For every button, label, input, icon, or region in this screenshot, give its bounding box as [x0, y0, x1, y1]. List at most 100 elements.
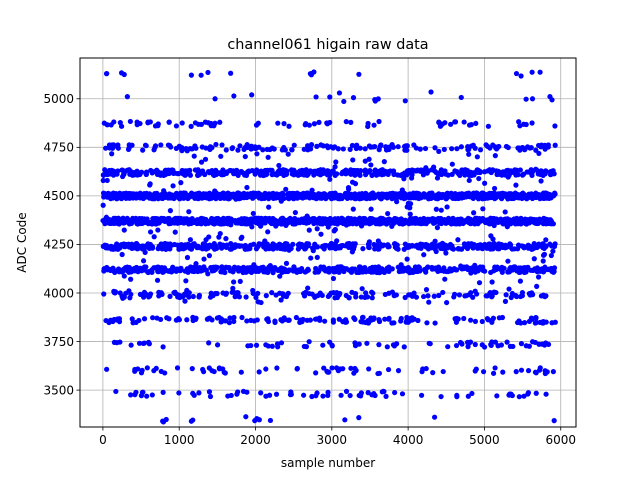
data-point	[364, 294, 371, 300]
data-point	[353, 217, 359, 223]
data-point	[359, 286, 365, 292]
data-point	[458, 94, 464, 101]
data-point	[250, 287, 256, 294]
data-point	[368, 220, 374, 226]
data-point	[128, 276, 134, 282]
data-point	[311, 220, 317, 227]
data-point	[166, 119, 172, 125]
data-point	[386, 264, 392, 270]
data-point	[255, 268, 262, 275]
data-point	[208, 290, 214, 296]
data-point	[314, 244, 321, 250]
data-point	[439, 218, 446, 224]
data-point	[381, 242, 387, 248]
data-point	[344, 241, 351, 247]
data-point	[351, 370, 357, 376]
data-point	[147, 191, 153, 197]
data-point	[176, 390, 182, 396]
data-point	[207, 294, 214, 300]
data-point	[500, 169, 506, 175]
data-point	[136, 340, 143, 346]
data-point	[198, 159, 205, 165]
data-point	[149, 169, 156, 175]
data-point	[547, 94, 553, 100]
data-point	[514, 167, 520, 173]
axis-ticks: 0 1000 2000 3000 4000 5000 6000 3500 3750 4000 425…	[43, 92, 576, 447]
data-point	[362, 158, 368, 164]
data-point	[340, 169, 346, 175]
data-point	[142, 249, 148, 255]
data-point	[242, 153, 248, 160]
data-point	[438, 192, 444, 198]
data-point	[152, 143, 159, 149]
data-point	[426, 194, 432, 200]
data-point	[393, 219, 399, 225]
data-point	[325, 145, 331, 151]
data-point	[322, 216, 328, 222]
data-point	[292, 215, 298, 222]
data-point	[334, 365, 340, 371]
data-point	[403, 195, 409, 201]
data-point	[376, 193, 382, 199]
data-point	[438, 171, 445, 178]
data-point	[336, 316, 342, 322]
data-point	[279, 168, 286, 174]
data-point	[432, 414, 438, 420]
data-point	[278, 317, 284, 323]
data-point	[187, 245, 193, 251]
data-point	[472, 288, 478, 294]
data-point	[385, 366, 392, 373]
data-point	[305, 147, 311, 153]
data-point	[418, 392, 425, 398]
data-point	[413, 218, 420, 224]
data-point	[413, 145, 419, 151]
data-point	[390, 168, 397, 174]
data-point	[314, 226, 320, 232]
data-point	[196, 292, 203, 298]
data-point	[395, 144, 401, 150]
data-point	[306, 339, 312, 345]
data-point	[369, 216, 375, 222]
data-point	[308, 255, 314, 261]
data-point	[423, 287, 430, 293]
data-point	[238, 235, 244, 242]
data-point	[356, 71, 362, 77]
data-point	[368, 206, 374, 212]
data-point	[128, 269, 134, 275]
data-point	[455, 170, 461, 177]
data-point	[338, 219, 345, 226]
data-point	[191, 153, 197, 159]
data-point	[188, 123, 194, 129]
data-point	[542, 144, 548, 150]
data-point	[385, 210, 391, 217]
data-point	[443, 250, 449, 256]
data-point	[141, 316, 148, 322]
data-point	[100, 172, 107, 178]
data-point	[149, 196, 155, 202]
data-point	[192, 195, 198, 201]
data-point	[172, 220, 178, 226]
data-point	[433, 248, 439, 255]
data-point	[320, 393, 326, 399]
data-point	[458, 144, 464, 150]
data-point	[120, 167, 126, 173]
data-point	[414, 190, 420, 196]
data-point	[239, 314, 245, 321]
data-point	[436, 148, 442, 154]
data-point	[314, 143, 320, 149]
data-point	[203, 237, 209, 243]
data-point	[421, 293, 427, 300]
data-point	[425, 217, 431, 223]
data-point	[370, 290, 376, 296]
data-point	[517, 278, 524, 284]
data-point	[376, 171, 382, 177]
data-point	[198, 215, 205, 221]
data-point	[343, 317, 349, 323]
data-point	[179, 219, 185, 225]
data-point	[461, 119, 467, 125]
data-point	[406, 218, 412, 224]
data-point	[290, 241, 296, 247]
data-point	[100, 177, 106, 184]
data-point	[529, 96, 536, 102]
data-point	[308, 72, 314, 78]
